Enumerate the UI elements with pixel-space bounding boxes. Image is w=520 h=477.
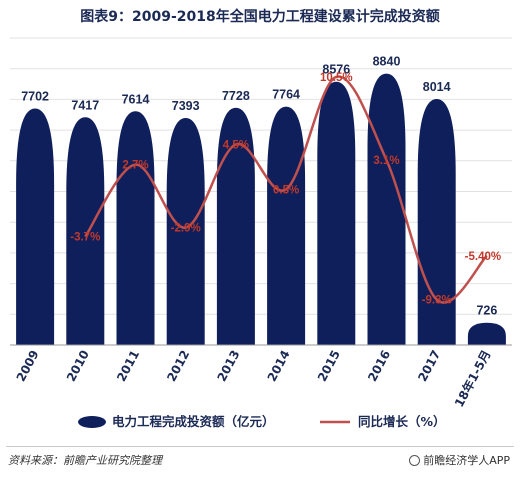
x-axis: 2009 2010 2011 2012 2013 2014 2015 2016 2017 18年1… bbox=[10, 344, 512, 409]
legend: 电力工程完成投资额（亿元） 同比增长（%） bbox=[78, 414, 446, 429]
bar-2017 bbox=[417, 98, 456, 345]
x-tick-label-2017: 2017 bbox=[415, 348, 443, 384]
x-tick-label-18年1-5月: 18年1-5月 bbox=[451, 347, 494, 409]
bar-label-2013: 7728 bbox=[222, 89, 250, 103]
bar-label-2017: 8014 bbox=[423, 80, 451, 94]
line-label-2013: 4.5% bbox=[223, 139, 249, 151]
bar-label-2016: 8840 bbox=[373, 55, 401, 69]
bar-label-2012: 7393 bbox=[172, 99, 200, 113]
line-label-2016: 3.1% bbox=[373, 155, 399, 167]
bar-label-18年1-5月: 726 bbox=[476, 304, 497, 318]
x-tick-label-2010: 2010 bbox=[64, 348, 92, 384]
bar-label-2010: 7417 bbox=[71, 98, 99, 112]
bar-2013 bbox=[216, 107, 255, 345]
bar-2016 bbox=[367, 73, 406, 345]
growth-line bbox=[84, 75, 488, 304]
line-label-2017: -9.3% bbox=[422, 295, 452, 307]
legend-line-label: 同比增长（%） bbox=[358, 414, 446, 429]
bar-label-2015: 8576 bbox=[322, 63, 350, 77]
brand-name: 前瞻经济学人APP bbox=[423, 454, 510, 467]
line-label-2012: -2.9% bbox=[171, 223, 201, 235]
brand-logo-icon bbox=[409, 455, 421, 466]
x-tick-label-2014: 2014 bbox=[265, 348, 293, 384]
x-tick-label-2011: 2011 bbox=[114, 348, 142, 384]
bar-label-2011: 7614 bbox=[122, 92, 150, 106]
source-note: 资料来源：前瞻产业研究院整理 bbox=[8, 454, 162, 467]
chart-title: 图表9：2009-2018年全国电力工程建设累计完成投资额 bbox=[80, 9, 440, 25]
line-label-18年1-5月: -5.40% bbox=[465, 251, 501, 263]
bar-2012 bbox=[166, 118, 205, 345]
bar-label-2014: 7764 bbox=[272, 88, 300, 102]
bar-2010 bbox=[66, 117, 105, 346]
brand-credit: 前瞻经济学人APP bbox=[409, 452, 510, 468]
x-tick-label-2016: 2016 bbox=[365, 348, 393, 384]
line-label-2011: 2.7% bbox=[122, 160, 148, 172]
line-label-2014: 0.5% bbox=[273, 184, 299, 196]
bar-label-2009: 7702 bbox=[21, 90, 49, 104]
line-label-2010: -3.7% bbox=[70, 232, 100, 244]
bar-18年1-5月 bbox=[467, 322, 506, 345]
x-tick-label-2012: 2012 bbox=[164, 348, 192, 384]
x-tick-label-2009: 2009 bbox=[14, 348, 42, 384]
x-tick-label-2013: 2013 bbox=[215, 348, 243, 384]
line-series bbox=[84, 75, 488, 304]
bar-2011 bbox=[116, 111, 155, 345]
footer-divider bbox=[6, 446, 514, 447]
legend-bar-swatch bbox=[78, 416, 106, 428]
bar-2015 bbox=[317, 81, 356, 345]
bar-2009 bbox=[16, 108, 55, 345]
line-label-2015: 10.5% bbox=[320, 72, 353, 84]
legend-bar-label: 电力工程完成投资额（亿元） bbox=[112, 414, 275, 429]
bar-value-labels: 7702 7417 7614 7393 7728 7764 8576 8840 8014 726 bbox=[21, 55, 497, 318]
x-tick-label-2015: 2015 bbox=[315, 348, 343, 384]
line-value-labels: -3.7% 2.7% -2.9% 4.5% 0.5% 10.5% 3.1% -9.3% -5.4… bbox=[70, 72, 501, 307]
bar-series bbox=[16, 73, 506, 346]
bar-2014 bbox=[267, 106, 306, 345]
